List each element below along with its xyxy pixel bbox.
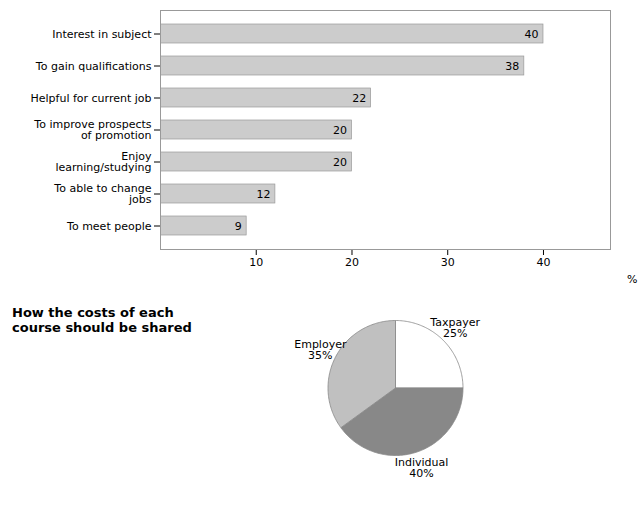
svg-text:20: 20 xyxy=(333,124,347,137)
svg-text:10: 10 xyxy=(249,256,263,269)
svg-text:%: % xyxy=(627,273,637,286)
svg-text:To gain qualifications: To gain qualifications xyxy=(35,60,152,73)
svg-text:Interest in subject: Interest in subject xyxy=(52,28,152,41)
svg-text:To meet people: To meet people xyxy=(66,220,152,233)
svg-text:Helpful for current job: Helpful for current job xyxy=(30,92,151,105)
html-text:How the costs of each course s: How the costs of each course should be s… xyxy=(12,305,192,335)
svg-text:40: 40 xyxy=(536,256,550,269)
svg-text:20: 20 xyxy=(345,256,359,269)
svg-text:40: 40 xyxy=(524,28,538,41)
svg-text:9: 9 xyxy=(235,220,242,233)
svg-text:To improve prospectsof promoti: To improve prospectsof promotion xyxy=(33,118,151,142)
svg-text:Taxpayer25%: Taxpayer25% xyxy=(429,316,480,340)
svg-text:38: 38 xyxy=(505,60,519,73)
svg-text:To able to changejobs: To able to changejobs xyxy=(53,182,151,206)
svg-text:30: 30 xyxy=(441,256,455,269)
svg-text:22: 22 xyxy=(352,92,366,105)
svg-text:20: 20 xyxy=(333,156,347,169)
svg-text:Individual40%: Individual40% xyxy=(395,456,449,480)
svg-text:12: 12 xyxy=(256,188,270,201)
svg-text:Employer35%: Employer35% xyxy=(294,338,347,362)
svg-text:Enjoylearning/studying: Enjoylearning/studying xyxy=(55,150,152,174)
